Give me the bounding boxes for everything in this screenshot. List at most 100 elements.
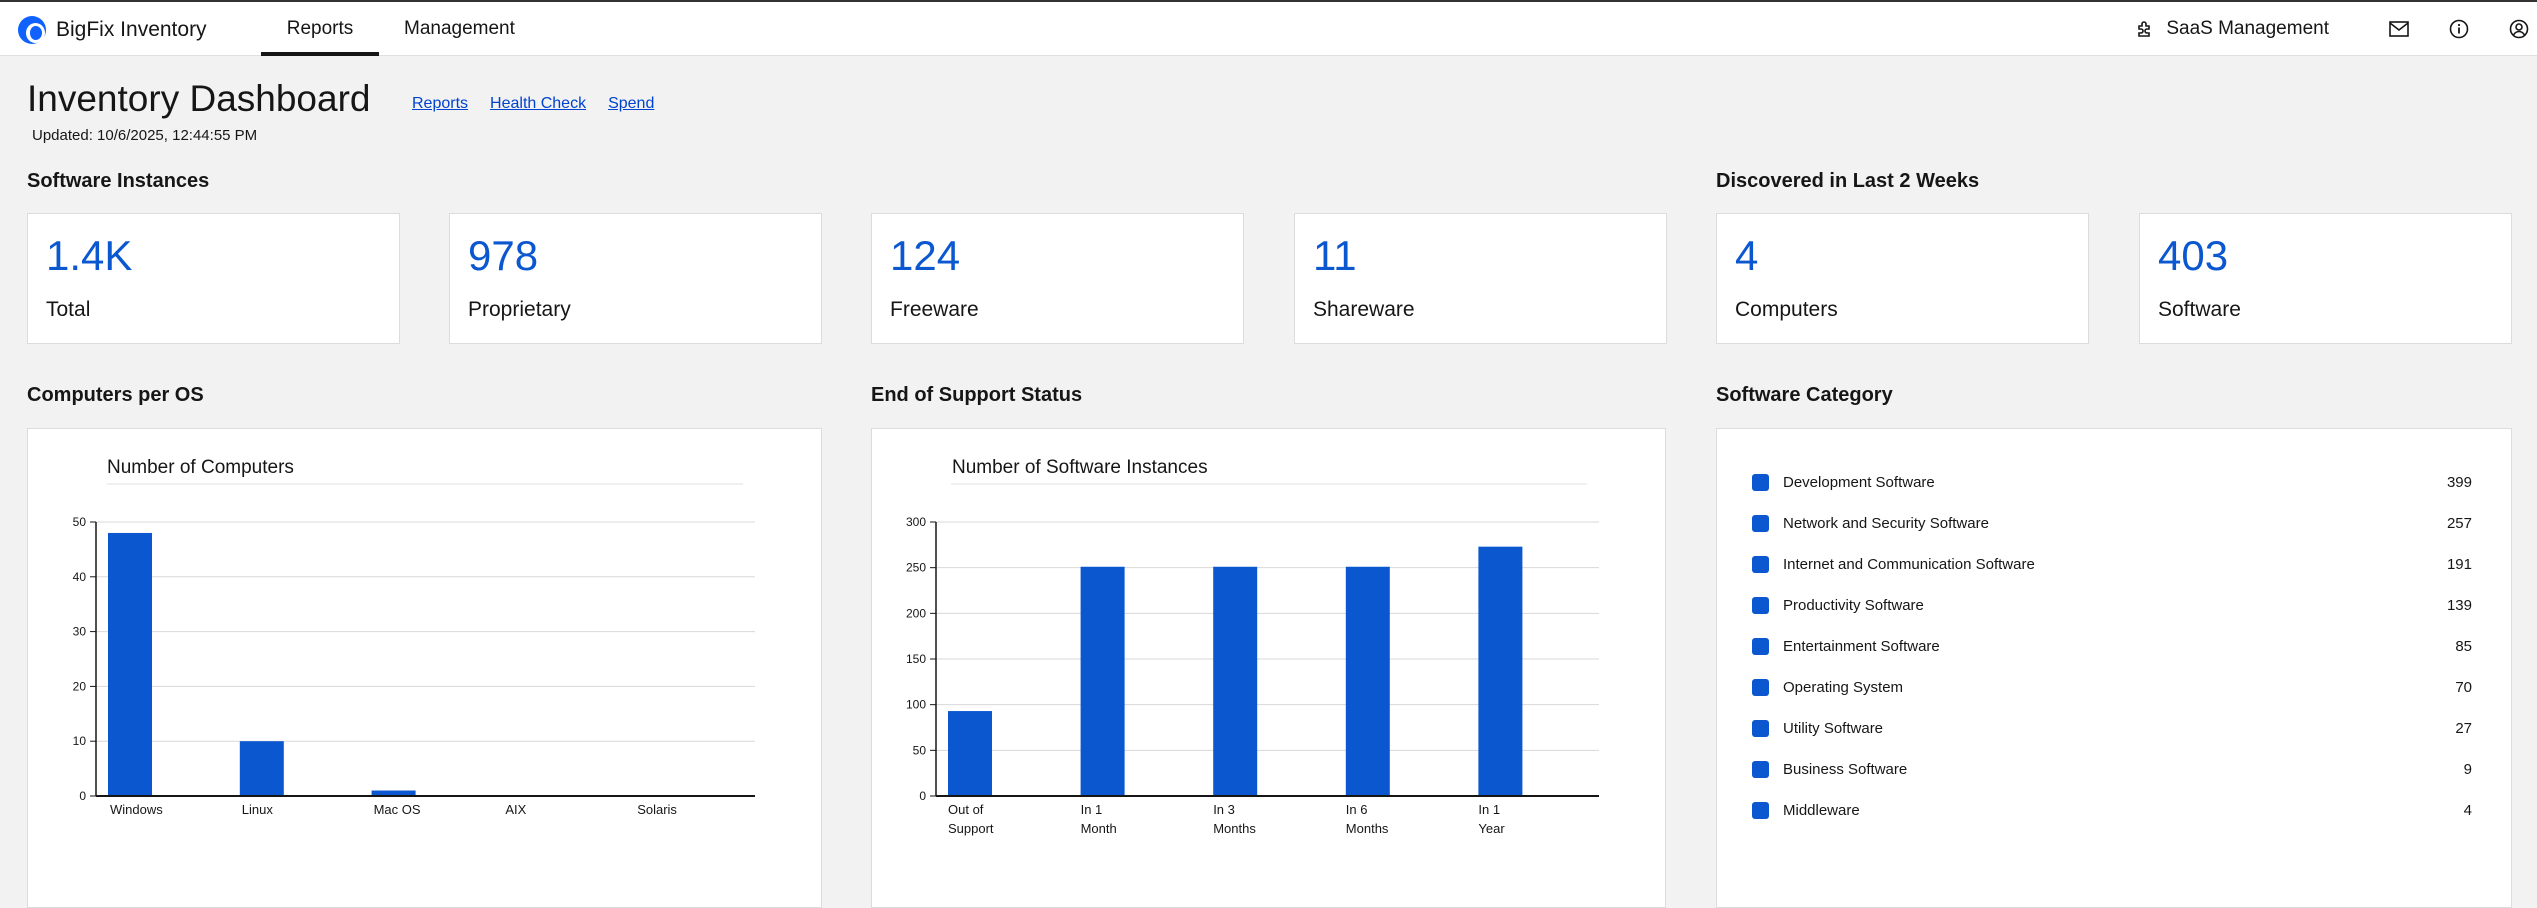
category-row[interactable]: Entertainment Software 85: [1752, 634, 2472, 658]
legend-swatch: [1752, 760, 1769, 778]
tab-management[interactable]: Management: [404, 18, 515, 39]
computers-per-os-heading: Computers per OS: [27, 384, 204, 406]
x-tick-label: Support: [948, 821, 994, 836]
user-avatar-icon[interactable]: [2509, 19, 2529, 39]
brand[interactable]: BigFix Inventory: [18, 16, 207, 44]
end-of-support-heading: End of Support Status: [871, 384, 1083, 406]
y-tick-label: 10: [73, 734, 87, 748]
tile-label: Proprietary: [468, 298, 571, 321]
y-tick-label: 300: [906, 515, 926, 529]
puzzle-icon: [2138, 21, 2151, 37]
x-tick-label: Solaris: [637, 802, 677, 817]
y-tick-label: 40: [73, 570, 87, 584]
y-tick-label: 100: [906, 698, 926, 712]
x-tick-label: Months: [1213, 821, 1256, 836]
legend-swatch: [1752, 555, 1769, 573]
tile-label: Shareware: [1313, 298, 1415, 321]
top-navigation-bar: BigFix Inventory Reports Management SaaS…: [0, 0, 2537, 56]
category-row[interactable]: Business Software 9: [1752, 757, 2472, 781]
category-row[interactable]: Utility Software 27: [1752, 716, 2472, 740]
tile-shareware[interactable]: 11 Shareware: [1294, 213, 1667, 344]
software-instances-heading: Software Instances: [27, 170, 210, 192]
category-count: 257: [2446, 514, 2472, 532]
tile-label: Software: [2158, 298, 2241, 321]
header-links: Reports Health Check Spend: [412, 95, 654, 113]
bar[interactable]: [1080, 566, 1125, 796]
category-row[interactable]: Internet and Communication Software 191: [1752, 552, 2472, 576]
chart-title-computers: Number of Computers: [107, 457, 294, 478]
category-count: 85: [2455, 637, 2472, 655]
tile-value: 124: [890, 232, 961, 279]
tile-label: Freeware: [890, 298, 979, 321]
tile-label: Computers: [1735, 298, 1838, 321]
category-name: Utility Software: [1783, 719, 1884, 737]
category-name: Internet and Communication Software: [1783, 555, 2035, 573]
y-tick-label: 200: [906, 606, 926, 620]
bar[interactable]: [1213, 566, 1258, 796]
spend-link[interactable]: Spend: [608, 95, 655, 112]
category-name: Productivity Software: [1783, 596, 1924, 614]
app-name: BigFix Inventory: [56, 18, 207, 41]
x-tick-label: In 1: [1081, 802, 1103, 817]
legend-swatch: [1752, 801, 1769, 819]
legend-swatch: [1752, 637, 1769, 655]
category-name: Development Software: [1783, 473, 1935, 491]
y-tick-label: 50: [913, 743, 927, 757]
legend-swatch: [1752, 596, 1769, 614]
y-tick-label: 50: [73, 515, 87, 529]
x-tick-label: Out of: [948, 802, 984, 817]
x-tick-label: Linux: [242, 802, 274, 817]
x-tick-label: In 6: [1346, 802, 1368, 817]
category-row[interactable]: Productivity Software 139: [1752, 593, 2472, 617]
category-row[interactable]: Middleware 4: [1752, 798, 2472, 822]
health-check-link[interactable]: Health Check: [490, 95, 587, 112]
bar[interactable]: [1345, 566, 1390, 796]
tile-label: Total: [46, 298, 91, 321]
tile-freeware[interactable]: 124 Freeware: [871, 213, 1244, 344]
y-tick-label: 250: [906, 561, 926, 575]
bar[interactable]: [948, 711, 992, 796]
category-row[interactable]: Network and Security Software 257: [1752, 511, 2472, 535]
y-tick-label: 30: [73, 625, 87, 639]
legend-swatch: [1752, 719, 1769, 737]
tile-computers[interactable]: 4 Computers: [1716, 213, 2089, 344]
x-tick-label: In 3: [1213, 802, 1235, 817]
computers-per-os-chart: 0 10 20 30 40 50 Windows Linux Mac OS AIX Solaris: [73, 483, 755, 817]
discovered-heading: Discovered in Last 2 Weeks: [1716, 170, 1980, 192]
mail-icon[interactable]: [2389, 19, 2409, 39]
y-tick-label: 20: [73, 679, 87, 693]
tile-value: 11: [1313, 232, 1357, 279]
x-tick-label: Mac OS: [374, 802, 421, 817]
y-tick-label: 0: [919, 789, 926, 803]
tile-software[interactable]: 403 Software: [2139, 213, 2512, 344]
bar[interactable]: [239, 741, 284, 796]
computers-per-os-panel: [27, 428, 822, 908]
y-tick-label: 150: [906, 652, 926, 666]
tile-value: 4: [1735, 232, 1759, 279]
saas-management-link[interactable]: SaaS Management: [2136, 18, 2329, 40]
y-tick-label: 0: [79, 789, 86, 803]
tab-reports[interactable]: Reports: [261, 2, 379, 56]
info-icon[interactable]: [2449, 19, 2469, 39]
tile-proprietary[interactable]: 978 Proprietary: [449, 213, 822, 344]
bar[interactable]: [1478, 546, 1523, 796]
x-tick-label: Month: [1081, 821, 1117, 836]
category-count: 70: [2455, 678, 2472, 696]
bar[interactable]: [371, 790, 416, 796]
software-category-heading: Software Category: [1716, 384, 1893, 406]
x-tick-label: Months: [1346, 821, 1389, 836]
reports-link[interactable]: Reports: [412, 95, 469, 112]
category-name: Entertainment Software: [1783, 637, 1940, 655]
tile-value: 978: [468, 232, 539, 279]
bigfix-logo-icon: [18, 16, 46, 44]
tile-total[interactable]: 1.4K Total: [27, 213, 400, 344]
tile-value: 1.4K: [46, 232, 133, 279]
category-row[interactable]: Operating System 70: [1752, 675, 2472, 699]
category-count: 191: [2446, 555, 2472, 573]
x-tick-label: Windows: [110, 802, 163, 817]
category-row[interactable]: Development Software 399: [1752, 470, 2472, 494]
category-name: Business Software: [1783, 760, 1908, 778]
category-count: 399: [2446, 473, 2472, 491]
bar[interactable]: [108, 532, 152, 796]
page-title: Inventory Dashboard: [27, 78, 371, 119]
